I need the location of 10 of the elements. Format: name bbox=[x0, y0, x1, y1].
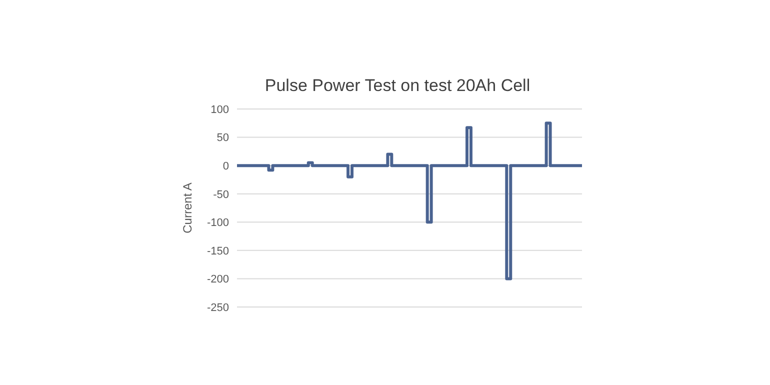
y-axis-title: Current A bbox=[180, 182, 194, 234]
y-tick-label: -50 bbox=[213, 188, 229, 201]
y-tick-label: -150 bbox=[206, 245, 229, 258]
y-tick-label: -250 bbox=[206, 302, 229, 314]
chart-title: Pulse Power Test on test 20Ah Cell bbox=[264, 76, 532, 96]
y-tick-label: -200 bbox=[206, 274, 229, 286]
y-tick-label: 0 bbox=[222, 160, 229, 172]
y-tick-label: 100 bbox=[210, 104, 229, 116]
y-tick-label: -100 bbox=[206, 217, 229, 230]
y-tick-label: 50 bbox=[216, 132, 229, 144]
